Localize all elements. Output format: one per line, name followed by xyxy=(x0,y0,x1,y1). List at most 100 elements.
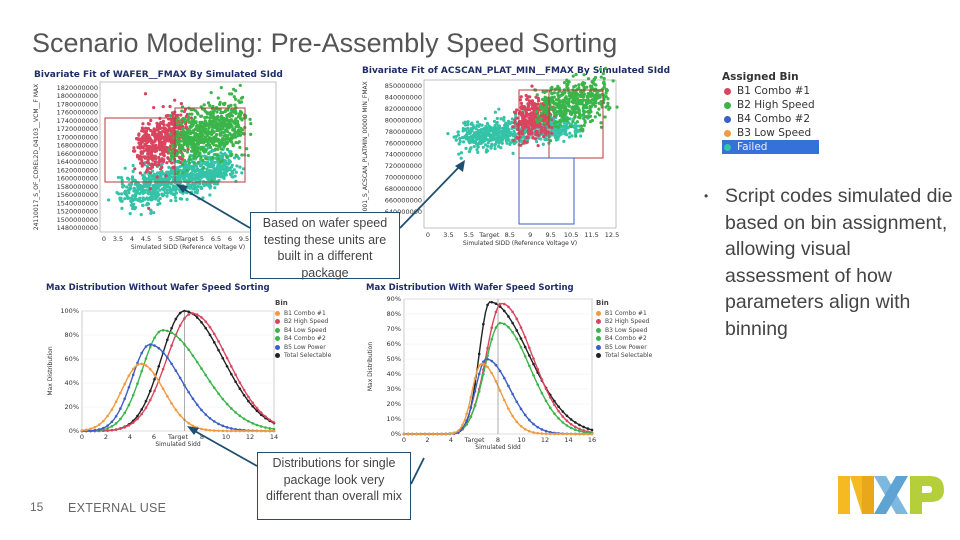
dist-point xyxy=(191,312,195,315)
dist-legend-label: B3 Low Speed xyxy=(605,326,648,334)
scatter-point xyxy=(585,105,589,110)
scatter-point xyxy=(176,159,181,163)
scatter-point xyxy=(192,131,196,135)
scatter-point xyxy=(553,131,557,135)
scatter-point xyxy=(210,171,214,176)
scatter-point xyxy=(207,173,211,177)
legend-item[interactable]: B4 Combo #2 xyxy=(722,112,819,126)
scatter-point xyxy=(133,207,137,211)
legend-label: B3 Low Speed xyxy=(737,127,812,139)
scatter-point xyxy=(556,91,560,95)
scatter-point xyxy=(576,115,581,119)
y-axis-label: Max Distribution xyxy=(367,342,374,392)
legend-item[interactable]: B2 High Speed xyxy=(722,98,819,112)
scatter-point xyxy=(151,158,155,162)
scatter-point xyxy=(200,175,204,179)
scatter-point xyxy=(579,134,583,138)
scatter-point xyxy=(222,171,226,175)
dist-point xyxy=(486,346,489,350)
scatter-point xyxy=(125,185,129,189)
scatter-point xyxy=(566,86,570,90)
x-axis-label: Simulated Sidd xyxy=(155,441,201,448)
scatter-point xyxy=(521,113,525,117)
legend-item[interactable]: B3 Low Speed xyxy=(722,126,819,140)
dist-point xyxy=(553,403,556,407)
dist-point xyxy=(200,427,203,431)
scatter-point xyxy=(139,213,143,217)
legend-item[interactable]: Failed xyxy=(722,140,819,154)
dist-point xyxy=(272,421,276,424)
dist-point xyxy=(532,374,535,377)
scatter-point xyxy=(475,135,480,139)
scatter-point xyxy=(176,166,180,170)
scatter-point xyxy=(148,187,153,191)
scatter-point xyxy=(459,151,464,155)
dist-point xyxy=(465,412,468,416)
dist-point xyxy=(247,395,250,399)
scatter-point xyxy=(218,122,222,126)
scatter-point xyxy=(205,112,210,116)
scatter-point xyxy=(179,122,184,126)
scatter-point xyxy=(172,188,176,192)
scatter-point xyxy=(216,147,220,151)
scatter-point xyxy=(194,121,198,125)
scatter-point xyxy=(209,116,214,120)
scatter-point xyxy=(550,126,554,130)
dist-legend-item: B5 Low Power xyxy=(596,343,652,352)
scatter-point xyxy=(592,95,597,99)
scatter-point xyxy=(599,75,603,79)
dist-point xyxy=(490,371,494,375)
scatter-point xyxy=(171,127,176,131)
dist-point xyxy=(482,362,485,366)
scatter-point xyxy=(569,94,573,98)
scatter-point xyxy=(215,139,220,143)
dist-point xyxy=(511,321,514,325)
scatter-point xyxy=(201,140,205,144)
scatter-point xyxy=(245,147,249,151)
scatter-point xyxy=(233,132,237,136)
dist-legend-item: B4 Combo #2 xyxy=(596,335,652,344)
scatter-point xyxy=(149,118,153,123)
x-tick-label: Target xyxy=(478,231,500,239)
x-tick-label: 4 xyxy=(128,433,132,441)
y-tick-label: 40% xyxy=(65,379,79,387)
scatter-point xyxy=(179,102,183,106)
scatter-plot-acscan: 850000000 840000000 820000000 800000000 7800… xyxy=(362,66,619,247)
dist-point xyxy=(523,345,527,349)
scatter-point xyxy=(509,140,513,145)
scatter-point xyxy=(527,119,531,123)
scatter-point xyxy=(194,186,198,191)
scatter-point xyxy=(193,109,198,113)
scatter-point xyxy=(456,133,460,137)
scatter-point xyxy=(166,174,171,178)
scatter-point xyxy=(545,137,549,142)
scatter-point xyxy=(202,166,206,170)
scatter-point xyxy=(457,142,461,146)
scatter-point xyxy=(526,102,530,106)
scatter-point xyxy=(520,121,524,126)
scatter-point xyxy=(234,170,238,174)
dist-point xyxy=(590,432,594,436)
scatter-point xyxy=(178,131,183,135)
dist-point xyxy=(234,411,237,414)
scatter-point xyxy=(237,131,241,135)
dist-legend-swatch xyxy=(596,327,601,333)
dist-point xyxy=(166,356,169,359)
scatter-point xyxy=(161,145,166,149)
scatter-point xyxy=(223,137,227,141)
scatter-point xyxy=(564,111,568,115)
dist-point xyxy=(586,427,590,430)
dist-point xyxy=(557,409,560,413)
scatter-point xyxy=(196,124,200,128)
x-tick-label: 3.5 xyxy=(113,235,123,243)
x-tick-label: 9.5 xyxy=(545,231,555,239)
scatter-point xyxy=(561,115,565,119)
dist-point xyxy=(251,401,254,405)
scatter-point xyxy=(485,121,490,126)
legend-item[interactable]: B1 Combo #1 xyxy=(722,84,819,98)
scatter-point xyxy=(567,104,571,108)
x-tick-label: 11.5 xyxy=(584,231,598,239)
scatter-point xyxy=(162,135,166,139)
scatter-point xyxy=(175,172,179,176)
scatter-point xyxy=(141,146,145,150)
